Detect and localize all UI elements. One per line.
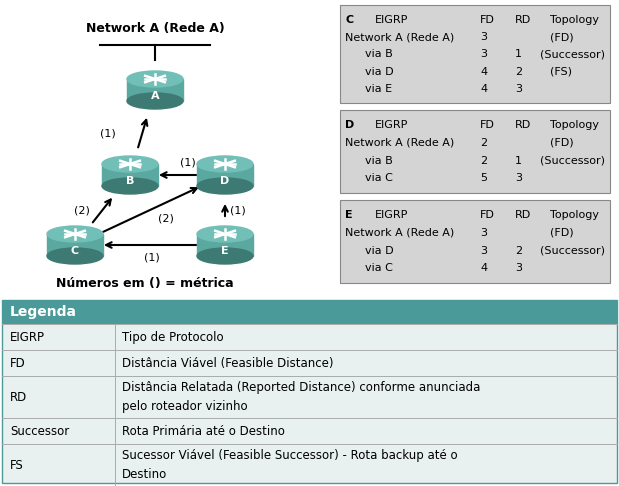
Text: EIGRP: EIGRP <box>375 120 409 130</box>
Text: Network A (Rede A): Network A (Rede A) <box>345 228 454 238</box>
Text: Distância Relatada (Reported Distance) conforme anunciada: Distância Relatada (Reported Distance) c… <box>122 381 480 394</box>
Bar <box>47 234 103 256</box>
Text: Network A (Rede A): Network A (Rede A) <box>345 138 454 148</box>
Bar <box>127 79 183 101</box>
Text: D: D <box>345 120 354 130</box>
Text: 3: 3 <box>480 245 487 256</box>
Text: EIGRP: EIGRP <box>10 330 45 344</box>
Bar <box>102 164 158 186</box>
Text: 4: 4 <box>480 67 487 77</box>
Text: Distância Viável (Feasible Distance): Distância Viável (Feasible Distance) <box>122 357 334 369</box>
Text: 5: 5 <box>480 173 487 183</box>
Text: RD: RD <box>10 390 27 403</box>
Ellipse shape <box>47 226 103 242</box>
Text: (FD): (FD) <box>550 228 574 238</box>
Text: 3: 3 <box>480 50 487 59</box>
Text: via E: via E <box>365 84 392 94</box>
Text: 2: 2 <box>515 245 522 256</box>
Bar <box>340 200 610 283</box>
Text: 2: 2 <box>480 138 487 148</box>
Text: via C: via C <box>365 263 393 273</box>
Text: Números em () = métrica: Números em () = métrica <box>56 277 234 290</box>
Text: Network A (Rede A): Network A (Rede A) <box>345 32 454 42</box>
Text: via B: via B <box>365 50 392 59</box>
Text: Network A (Rede A): Network A (Rede A) <box>85 22 224 35</box>
Text: Topology: Topology <box>550 210 599 220</box>
Text: 3: 3 <box>480 228 487 238</box>
Text: (FD): (FD) <box>550 138 574 148</box>
Text: 4: 4 <box>480 84 487 94</box>
Text: E: E <box>345 210 353 220</box>
Text: 3: 3 <box>515 173 522 183</box>
Text: (Successor): (Successor) <box>540 50 605 59</box>
Ellipse shape <box>197 226 253 242</box>
Text: FD: FD <box>480 120 495 130</box>
Text: FD: FD <box>10 357 26 369</box>
Text: Tipo de Protocolo: Tipo de Protocolo <box>122 330 223 344</box>
Text: via D: via D <box>365 245 394 256</box>
Bar <box>340 5 610 103</box>
Text: (FD): (FD) <box>550 32 574 42</box>
Text: (Successor): (Successor) <box>540 156 605 166</box>
Ellipse shape <box>197 156 253 172</box>
Ellipse shape <box>47 248 103 264</box>
Bar <box>2 300 617 324</box>
Text: (FS): (FS) <box>550 67 572 77</box>
Ellipse shape <box>127 93 183 109</box>
Text: 3: 3 <box>480 32 487 42</box>
Text: (2): (2) <box>158 213 174 223</box>
Text: Topology: Topology <box>550 15 599 25</box>
Bar <box>197 164 253 186</box>
Ellipse shape <box>102 178 158 194</box>
Bar <box>2 300 617 483</box>
Text: (1): (1) <box>230 205 246 215</box>
Text: Successor: Successor <box>10 424 69 437</box>
Text: Legenda: Legenda <box>10 305 77 319</box>
Text: (1): (1) <box>100 128 116 138</box>
Text: Topology: Topology <box>550 120 599 130</box>
Bar <box>197 234 253 256</box>
Text: FD: FD <box>480 210 495 220</box>
Text: RD: RD <box>515 120 531 130</box>
Text: 4: 4 <box>480 263 487 273</box>
Text: FS: FS <box>10 458 24 471</box>
Text: 3: 3 <box>515 263 522 273</box>
Text: 2: 2 <box>480 156 487 166</box>
Text: (Successor): (Successor) <box>540 245 605 256</box>
Text: 1: 1 <box>515 50 522 59</box>
Text: 3: 3 <box>515 84 522 94</box>
Ellipse shape <box>197 248 253 264</box>
Ellipse shape <box>127 71 183 87</box>
Text: RD: RD <box>515 15 531 25</box>
Text: D: D <box>220 176 230 186</box>
Text: (1): (1) <box>180 157 196 167</box>
Text: pelo roteador vizinho: pelo roteador vizinho <box>122 400 248 413</box>
Text: FD: FD <box>480 15 495 25</box>
Text: Rota Primária até o Destino: Rota Primária até o Destino <box>122 424 285 437</box>
Text: EIGRP: EIGRP <box>375 210 409 220</box>
Text: C: C <box>345 15 353 25</box>
Ellipse shape <box>197 178 253 194</box>
Text: Sucessor Viável (Feasible Successor) - Rota backup até o: Sucessor Viável (Feasible Successor) - R… <box>122 449 457 462</box>
Text: 1: 1 <box>515 156 522 166</box>
Text: C: C <box>71 246 79 256</box>
Text: (2): (2) <box>74 205 90 215</box>
Text: RD: RD <box>515 210 531 220</box>
Text: E: E <box>221 246 229 256</box>
Text: via B: via B <box>365 156 392 166</box>
Bar <box>340 110 610 193</box>
Text: 2: 2 <box>515 67 522 77</box>
Text: B: B <box>126 176 134 186</box>
Text: via C: via C <box>365 173 393 183</box>
Text: A: A <box>150 91 159 101</box>
Text: Destino: Destino <box>122 468 167 481</box>
Text: EIGRP: EIGRP <box>375 15 409 25</box>
Text: (1): (1) <box>144 252 160 262</box>
Text: via D: via D <box>365 67 394 77</box>
Ellipse shape <box>102 156 158 172</box>
